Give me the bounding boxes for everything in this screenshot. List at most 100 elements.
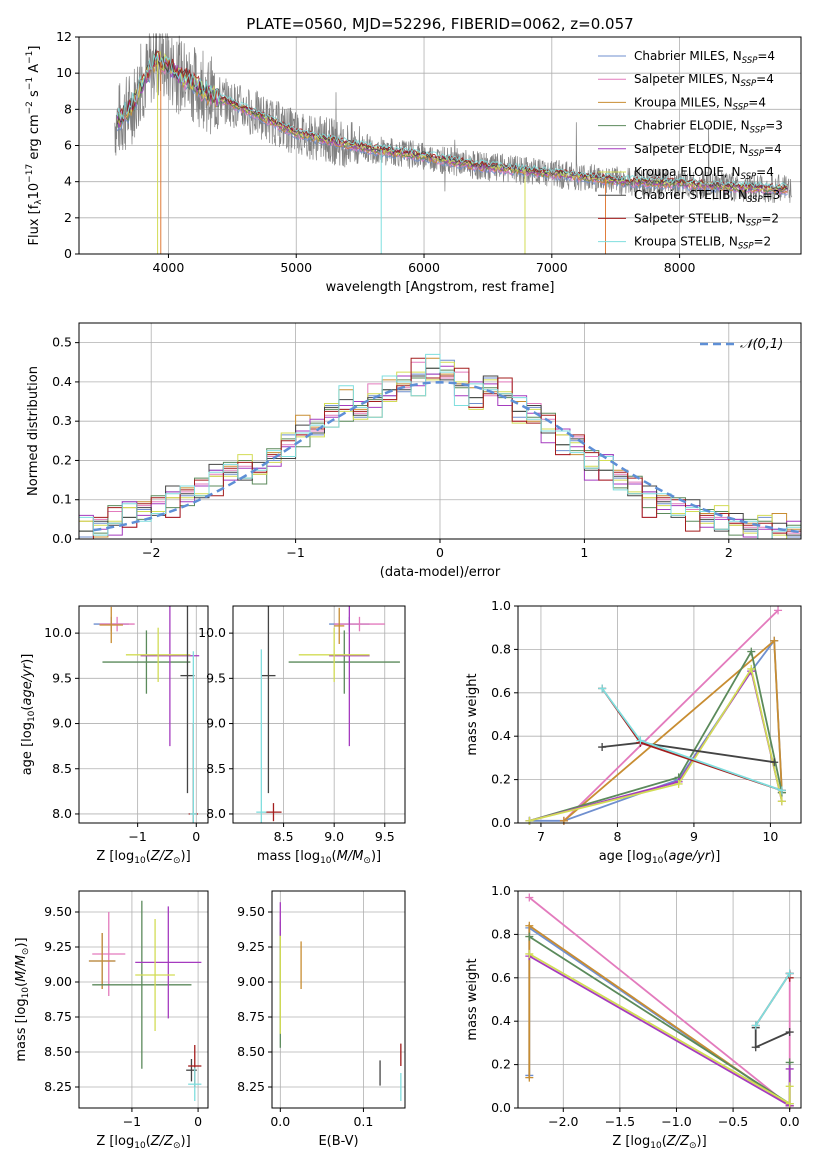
point-marker — [777, 797, 786, 806]
y-tick-label: 12 — [56, 29, 72, 44]
x-tick-label: 0 — [192, 829, 200, 844]
data-point-kroupa_miles — [334, 607, 345, 644]
y-tick-label: 0 — [64, 246, 72, 261]
y-tick-label: 10 — [56, 65, 72, 80]
point-marker — [598, 743, 607, 752]
y-tick-label: 8.75 — [44, 1009, 72, 1024]
point-marker — [598, 684, 607, 693]
data-point-kroupa_elodie — [135, 919, 175, 1031]
series-line — [563, 638, 783, 822]
y-tick-label: 9.0 — [206, 716, 226, 731]
x-axis-label: age [log10(age/yr)] — [599, 849, 721, 866]
y-tick-label: 0.8 — [491, 926, 511, 941]
y-tick-label: 10.0 — [44, 625, 72, 640]
y-tick-label: 8.5 — [206, 761, 226, 776]
y-tick-label: 8.50 — [44, 1044, 72, 1059]
x-axis-label: Z [log10(Z/Z⊙)] — [612, 1134, 706, 1151]
y-tick-label: 0.6 — [491, 970, 511, 985]
y-tick-label: 6 — [64, 138, 72, 153]
series-chabrier_stelib — [751, 1023, 794, 1052]
y-tick-label: 8.25 — [237, 1079, 265, 1094]
y-tick-label: 9.5 — [206, 670, 226, 685]
legend-label-chabrier_elodie: Chabrier ELODIE, NSSP=3 — [634, 119, 783, 136]
y-axis-label: mass [log10(M/M⊙)] — [14, 937, 31, 1061]
mass-vs-metallicity-plot: −1 0 8.25 8.50 8.75 9.00 9.25 9.50 Z [log10(Z/Z⊙… — [14, 890, 209, 1151]
x-tick-label: 9 — [690, 829, 698, 844]
x-tick-label: 7000 — [536, 260, 568, 275]
x-tick-label: 0.0 — [270, 1114, 290, 1129]
mass-weight-vs-age-plot: 7 8 9 10 0.0 0.2 0.4 0.6 0.8 1.0 age [log10(age/yr… — [465, 598, 802, 866]
y-axis-label: age [log10(age/yr)] — [20, 654, 37, 776]
x-tick-label: −1.5 — [605, 1114, 635, 1129]
series-line — [563, 609, 779, 822]
data-point-kroupa_miles — [99, 606, 123, 644]
x-tick-label: −1 — [286, 545, 304, 560]
y-tick-label: 4 — [64, 174, 72, 189]
legend-label-salpeter_elodie: Salpeter ELODIE, NSSP=4 — [634, 142, 782, 159]
y-tick-label: 9.5 — [52, 670, 72, 685]
series-salpeter_miles — [559, 606, 783, 825]
y-tick-label: 0.0 — [52, 531, 72, 546]
y-tick-label: 9.0 — [52, 716, 72, 731]
data-point-salpeter_elodie — [140, 606, 200, 747]
data-point-chabrier_elodie — [102, 630, 191, 694]
series-kroupa_miles — [559, 636, 786, 825]
legend-label-kroupa_stelib: Kroupa STELIB, NSSP=2 — [634, 235, 771, 252]
x-tick-label: 2 — [725, 545, 733, 560]
y-axis-label: Flux [fλ10−17 erg cm−2 s−1 A−1] — [25, 46, 44, 246]
x-tick-label: 8000 — [664, 260, 696, 275]
data-point-salpeter_elodie — [329, 606, 370, 747]
x-tick-label: −0.5 — [718, 1114, 748, 1129]
plot-frame — [78, 890, 209, 1109]
x-axis-label: Z [log10(Z/Z⊙)] — [96, 1134, 190, 1151]
point-marker — [525, 932, 534, 941]
series-line — [529, 666, 783, 822]
data-point-kroupa_miles — [88, 933, 116, 989]
point-marker — [785, 1082, 794, 1091]
series-kroupa_stelib — [751, 969, 794, 1030]
point-marker — [751, 1043, 760, 1052]
plot-frame — [78, 605, 209, 824]
age-vs-metallicity-plot: −1 0 8.0 8.5 9.0 9.5 10.0 Z [log10(Z/Z⊙)] age [l… — [20, 605, 209, 866]
legend-label-kroupa_elodie: Kroupa ELODIE, NSSP=4 — [634, 165, 774, 182]
point-marker — [770, 636, 779, 645]
point-marker — [751, 1021, 760, 1030]
x-tick-label: 4000 — [153, 260, 185, 275]
point-marker — [770, 758, 779, 767]
data-point-kroupa_stelib — [189, 651, 197, 823]
series-line — [528, 896, 791, 1108]
data-point-chabrier_elodie — [92, 900, 192, 1069]
figure-title: PLATE=0560, MJD=52296, FIBERID=0062, z=0… — [246, 15, 633, 33]
point-marker — [525, 1073, 534, 1082]
data-point-salpeter_miles — [99, 616, 135, 632]
y-tick-label: 0.2 — [52, 452, 72, 467]
y-tick-label: 8.0 — [52, 806, 72, 821]
plot-frame — [517, 890, 802, 1109]
x-tick-label: 9.5 — [375, 829, 395, 844]
data-point-salpeter_elodie — [135, 906, 202, 1019]
x-tick-label: 9.0 — [324, 829, 344, 844]
plot-frame — [271, 890, 406, 1109]
y-tick-label: 8.0 — [206, 806, 226, 821]
x-axis-label: wavelength [Angstrom, rest frame] — [326, 280, 555, 295]
y-tick-label: 0.2 — [491, 1057, 511, 1072]
x-axis-label: mass [log10(M/M⊙)] — [257, 849, 381, 866]
y-tick-label: 2 — [64, 210, 72, 225]
series-line — [601, 687, 783, 792]
x-axis-label: (data-model)/error — [380, 565, 501, 580]
plot-frame — [517, 605, 802, 824]
y-axis-label: mass weight — [465, 673, 480, 755]
y-tick-label: 1.0 — [491, 598, 511, 613]
series-line — [529, 649, 783, 822]
data-point-salpeter_miles — [334, 616, 385, 632]
point-marker — [774, 606, 783, 615]
y-tick-label: 0.2 — [491, 772, 511, 787]
y-tick-label: 9.25 — [44, 939, 72, 954]
data-point-chabrier_stelib — [180, 606, 195, 794]
mass-vs-ebv-plot: 0.0 0.1 8.25 8.50 8.75 9.00 9.25 9.50 E(B-V) — [237, 890, 406, 1149]
point-marker — [777, 786, 786, 795]
x-tick-label: 7 — [537, 829, 545, 844]
series-chabrier_elodie — [525, 932, 794, 1108]
y-tick-label: 0.8 — [491, 641, 511, 656]
